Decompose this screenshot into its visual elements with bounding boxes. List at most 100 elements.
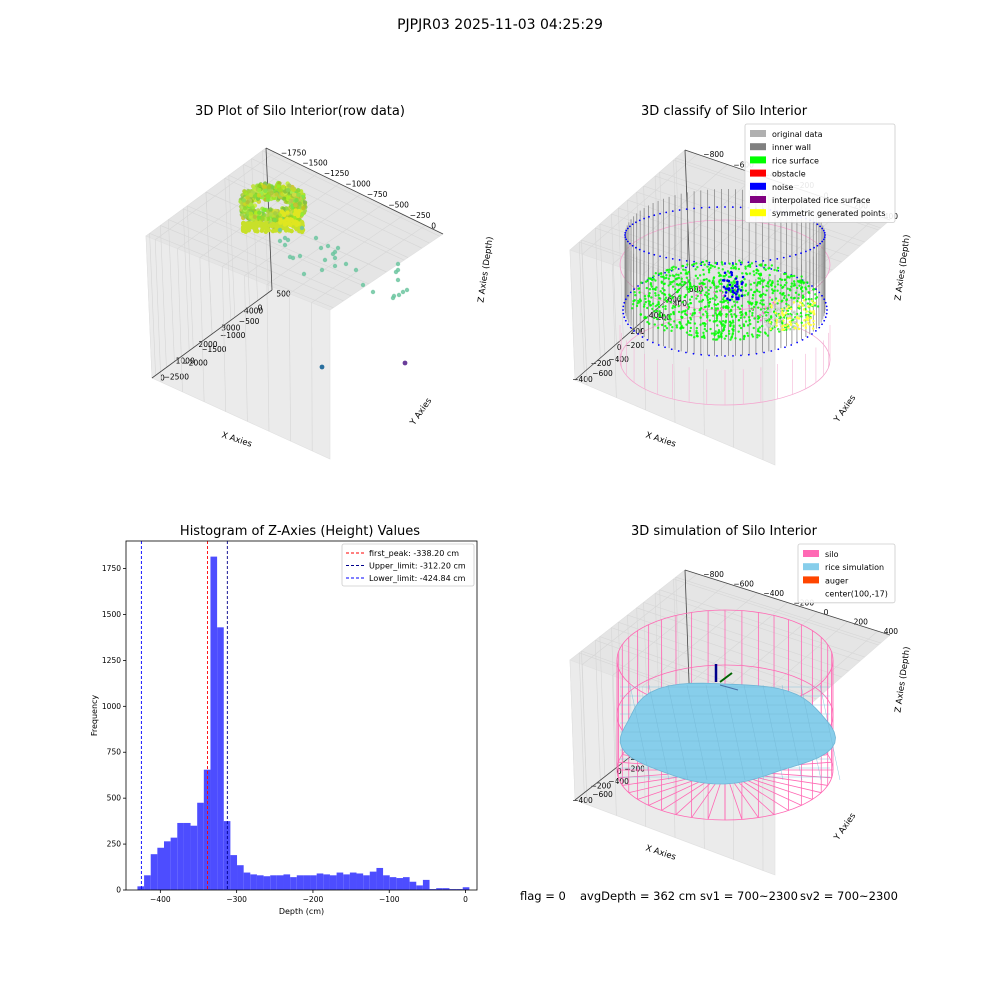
- histogram-bar: [363, 875, 370, 890]
- noise-point: [624, 231, 627, 234]
- rice-surface-point: [693, 308, 696, 311]
- original-point: [769, 308, 772, 311]
- histogram-bar: [283, 874, 291, 890]
- rice-surface-point: [741, 272, 744, 275]
- rice-surface-point: [781, 286, 784, 290]
- interpolated-point: [697, 285, 700, 288]
- rice-surface-point: [715, 316, 719, 320]
- data-point: [288, 198, 294, 204]
- rice-surface-point: [757, 277, 760, 280]
- interpolated-point: [764, 307, 767, 310]
- grid-line: [199, 257, 205, 402]
- data-point: [291, 192, 297, 197]
- grid-line: [221, 266, 227, 412]
- rice-surface-point: [712, 338, 715, 341]
- rice-surface-point: [708, 300, 712, 304]
- z-axis-title: Z Axies (Depth): [893, 646, 912, 713]
- data-point: [251, 222, 256, 227]
- rice-surface-point: [692, 262, 696, 266]
- noise-point: [685, 208, 688, 211]
- rice-surface-point: [756, 289, 759, 293]
- rice-surface-point: [700, 282, 703, 285]
- grid-line: [675, 157, 682, 289]
- rice-surface-point: [726, 301, 730, 304]
- rice-surface-point: [731, 305, 734, 308]
- z-tick-label: −600: [733, 579, 754, 588]
- grid-line: [262, 150, 440, 237]
- rice-surface-point: [768, 302, 772, 306]
- data-point: [322, 257, 328, 263]
- rice-surface-point: [694, 274, 698, 278]
- noise-point: [796, 276, 799, 279]
- x-tick-label: 0: [617, 767, 622, 776]
- rice-surface-point: [671, 285, 675, 288]
- rice-surface-point: [685, 286, 689, 289]
- noise-point: [625, 238, 628, 241]
- rice-surface-point: [798, 281, 801, 284]
- rice-surface-point: [671, 325, 674, 329]
- rice-surface-point: [719, 310, 722, 313]
- rice-surface-point: [681, 264, 685, 268]
- rice-surface-point: [798, 284, 801, 287]
- x-tick-label: −200: [591, 782, 612, 791]
- legend-label: Lower_limit: -424.84 cm: [369, 574, 466, 583]
- y-tick-label: 0: [258, 303, 263, 312]
- noise-point: [716, 206, 719, 208]
- data-point: [272, 217, 277, 223]
- rice-surface-point: [672, 311, 675, 315]
- grid-line: [288, 293, 291, 442]
- noise-point: [727, 288, 731, 292]
- rice-surface-point: [686, 303, 690, 306]
- rice-surface-point: [680, 277, 683, 280]
- rice-surface-point: [645, 316, 648, 320]
- rice-surface-point: [677, 310, 681, 314]
- noise-point: [734, 277, 738, 280]
- rice-surface-point: [751, 311, 754, 315]
- noise-point: [629, 326, 632, 329]
- noise-point: [736, 290, 739, 293]
- grid-line: [168, 219, 352, 297]
- rice-surface-point: [682, 283, 685, 286]
- noise-point: [819, 242, 822, 245]
- grid-line: [595, 640, 601, 781]
- rice-surface-point: [661, 305, 665, 309]
- rice-surface-point: [710, 307, 714, 310]
- data-point: [270, 228, 276, 234]
- rice-surface-point: [682, 268, 685, 271]
- symmetric-point: [812, 319, 815, 323]
- data-point: [257, 187, 262, 193]
- rice-surface-point: [728, 332, 731, 335]
- rice-surface-point: [676, 289, 680, 292]
- histogram-bar: [396, 878, 403, 890]
- rice-surface-point: [673, 320, 676, 323]
- data-point: [288, 222, 293, 228]
- rice-surface-point: [688, 298, 692, 301]
- rice-surface-point: [703, 263, 706, 266]
- rice-surface-point: [801, 290, 804, 293]
- histogram-bar: [183, 822, 191, 890]
- rice-surface-point: [677, 273, 680, 277]
- rice-surface-point: [756, 320, 760, 324]
- rice-surface-point: [651, 307, 654, 311]
- noise-point: [777, 348, 780, 351]
- noise-point: [763, 351, 765, 354]
- rice-surface-point: [813, 304, 817, 307]
- rice-surface-point: [812, 288, 815, 291]
- symmetric-point: [812, 323, 816, 326]
- rice-surface-point: [764, 263, 767, 267]
- rice-surface-point: [723, 325, 726, 329]
- data-point: [262, 225, 268, 230]
- rice-surface-point: [720, 282, 723, 286]
- rice-surface-point: [809, 302, 812, 306]
- rice-surface-point: [730, 266, 733, 270]
- rice-surface-point: [713, 265, 717, 269]
- data-point: [241, 228, 246, 233]
- interpolated-point: [695, 294, 698, 297]
- histogram-bar: [217, 627, 224, 890]
- data-point: [396, 292, 402, 298]
- symmetric-point: [789, 316, 792, 320]
- rice-surface-point: [762, 292, 765, 296]
- rice-surface-point: [667, 314, 671, 318]
- noise-point: [671, 210, 674, 213]
- rice-surface-point: [718, 279, 721, 282]
